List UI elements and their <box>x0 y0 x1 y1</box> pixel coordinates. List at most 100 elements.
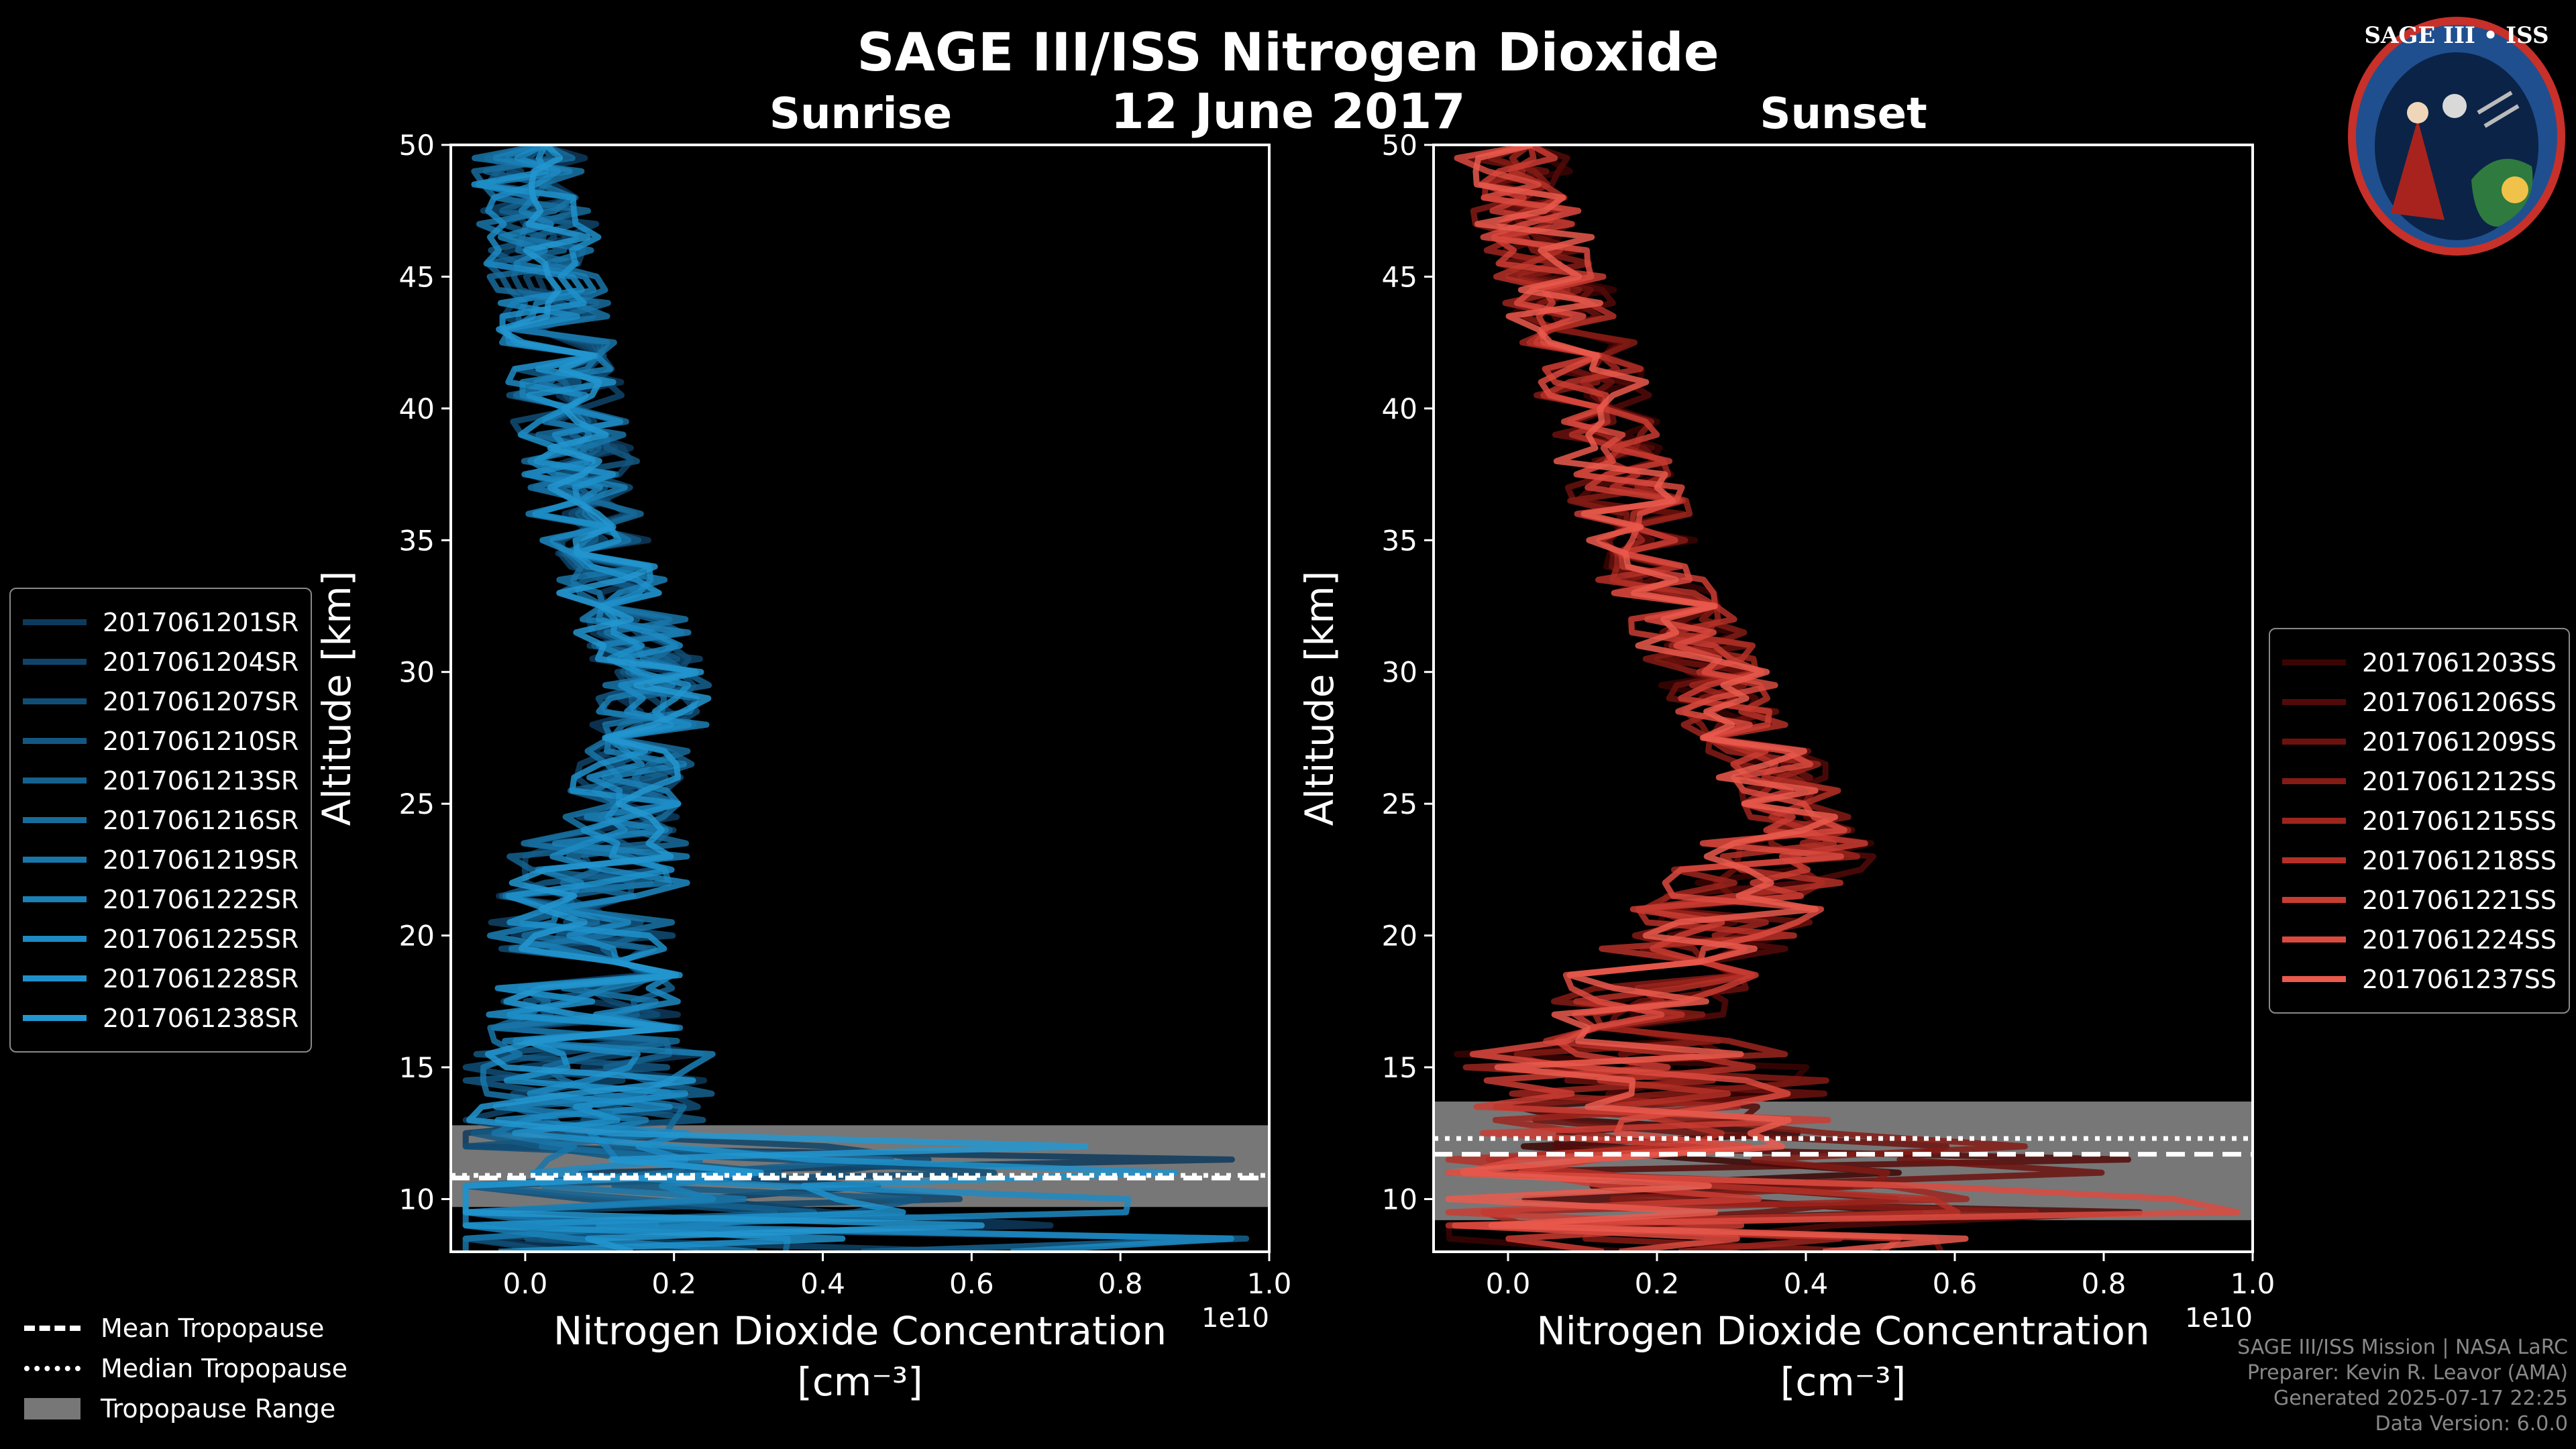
legend-label: 2017061224SS <box>2362 924 2557 955</box>
legend-label: 2017061225SR <box>103 924 299 954</box>
legend-item: 2017061204SR <box>23 642 299 682</box>
figure-date: 12 June 2017 <box>1110 83 1466 140</box>
series-line-2017061237SS <box>1445 145 1969 1252</box>
legend-swatch-icon <box>2282 857 2346 863</box>
x-tick-label: 0.8 <box>1098 1267 1143 1300</box>
range-swatch-icon <box>24 1398 80 1419</box>
footer-preparer: Preparer: Kevin R. Leavor (AMA) <box>2247 1361 2568 1385</box>
legend-swatch-icon <box>23 777 87 784</box>
legend-item: 2017061201SR <box>23 602 299 642</box>
x-tick-label: 0.6 <box>1933 1267 1978 1300</box>
y-tick-label: 30 <box>399 656 435 689</box>
y-tick-label: 35 <box>399 524 435 557</box>
legend-swatch-icon <box>2282 699 2346 705</box>
legend-label: 2017061207SR <box>103 686 299 716</box>
footer-credits: SAGE III/ISS Mission | NASA LaRC Prepare… <box>2237 1335 2568 1437</box>
legend-item: 2017061224SS <box>2282 920 2557 959</box>
y-axis-label: Altitude [km] <box>1297 571 1342 826</box>
x-tick-label: 1.0 <box>1247 1267 1292 1300</box>
legend-mean-tropopause: Mean Tropopause <box>24 1308 347 1348</box>
legend-item: 2017061210SR <box>23 721 299 761</box>
svg-text:SAGE III • ISS: SAGE III • ISS <box>2364 22 2548 49</box>
sunrise-legend: 2017061201SR 2017061204SR 2017061207SR 2017… <box>9 588 313 1053</box>
undefined-axes-frame <box>1432 144 2254 1253</box>
legend-label: 2017061203SS <box>2362 647 2557 678</box>
x-tick-label: 0.2 <box>651 1267 696 1300</box>
legend-swatch-icon <box>2282 936 2346 943</box>
y-tick-label: 50 <box>399 129 435 162</box>
legend-label: 2017061238SR <box>103 1003 299 1033</box>
legend-label: 2017061201SR <box>103 607 299 637</box>
x-axis-unit: [cm⁻³] <box>1780 1359 1907 1405</box>
x-tick-label: 0.0 <box>1486 1267 1531 1300</box>
y-tick-label: 15 <box>399 1051 435 1084</box>
x-tick-label: 0.0 <box>503 1267 548 1300</box>
y-axis-label: Altitude [km] <box>314 571 360 826</box>
x-tick-label: 0.4 <box>1784 1267 1829 1300</box>
y-tick-label: 40 <box>399 392 435 425</box>
series-line-2017061238SR <box>462 145 1089 1252</box>
legend-item: 2017061213SR <box>23 761 299 800</box>
legend-label: 2017061212SS <box>2362 766 2557 796</box>
x-tick-label: 0.2 <box>1635 1267 1680 1300</box>
legend-range-label: Tropopause Range <box>101 1394 336 1424</box>
undefined-plot: 0.0 0.2 0.4 0.6 0.8 1.0 10 15 20 25 30 35 40 45 50 1e10… <box>1297 129 2275 1405</box>
legend-swatch-icon <box>2282 976 2346 982</box>
y-tick-label: 45 <box>1382 260 1417 293</box>
y-tick-label: 45 <box>399 260 435 293</box>
legend-label: 2017061210SR <box>103 726 299 756</box>
y-tick-label: 40 <box>1382 392 1417 425</box>
legend-label: 2017061206SS <box>2362 687 2557 717</box>
legend-swatch-icon <box>2282 778 2346 784</box>
legend-swatch-icon <box>23 738 87 744</box>
legend-swatch-icon <box>23 975 87 981</box>
legend-swatch-icon <box>2282 659 2346 665</box>
legend-item: 2017061238SR <box>23 998 299 1038</box>
x-axis-unit: [cm⁻³] <box>797 1359 923 1405</box>
x-axis-label: Nitrogen Dioxide Concentration <box>553 1308 1167 1354</box>
legend-swatch-icon <box>2282 739 2346 745</box>
legend-swatch-icon <box>23 698 87 704</box>
legend-label: 2017061221SS <box>2362 885 2557 915</box>
x-tick-label: 0.6 <box>949 1267 994 1300</box>
legend-item: 2017061203SS <box>2282 643 2557 682</box>
sunset-legend: 2017061203SS 2017061206SS 2017061209SS 2017… <box>2269 628 2571 1014</box>
legend-item: 2017061221SS <box>2282 880 2557 920</box>
legend-item: 2017061215SS <box>2282 801 2557 841</box>
legend-label: 2017061213SR <box>103 765 299 796</box>
legend-mean-label: Mean Tropopause <box>101 1313 325 1343</box>
x-tick-label: 0.8 <box>2082 1267 2127 1300</box>
y-tick-label: 25 <box>399 788 435 820</box>
legend-median-tropopause: Median Tropopause <box>24 1348 347 1389</box>
legend-item: 2017061237SS <box>2282 959 2557 999</box>
legend-swatch-icon <box>23 619 87 625</box>
x-offset-text: 1e10 <box>1201 1303 1269 1334</box>
y-tick-label: 35 <box>1382 524 1417 557</box>
legend-tropopause-range: Tropopause Range <box>24 1389 347 1429</box>
y-tick-label: 15 <box>1382 1051 1417 1084</box>
legend-item: 2017061209SS <box>2282 722 2557 761</box>
legend-item: 2017061228SR <box>23 959 299 998</box>
legend-swatch-icon <box>23 857 87 863</box>
y-tick-label: 20 <box>399 920 435 953</box>
undefined-axes-frame <box>449 144 1271 1253</box>
dashed-line-icon <box>24 1326 80 1331</box>
legend-swatch-icon <box>23 1015 87 1021</box>
y-tick-label: 50 <box>1382 129 1417 162</box>
legend-item: 2017061207SR <box>23 682 299 721</box>
sunrise-panel-title: Sunrise <box>769 89 953 139</box>
legend-swatch-icon <box>2282 818 2346 824</box>
legend-item: 2017061206SS <box>2282 682 2557 722</box>
y-tick-label: 25 <box>1382 788 1417 820</box>
dotted-line-icon <box>24 1366 80 1371</box>
legend-item: 2017061222SR <box>23 879 299 919</box>
legend-label: 2017061215SS <box>2362 806 2557 836</box>
legend-label: 2017061216SR <box>103 805 299 835</box>
legend-swatch-icon <box>2282 897 2346 903</box>
legend-label: 2017061209SS <box>2362 727 2557 757</box>
y-tick-label: 30 <box>1382 656 1417 689</box>
x-axis-label: Nitrogen Dioxide Concentration <box>1536 1308 2149 1354</box>
sage-mission-badge-icon: SAGE III • ISS <box>2348 17 2565 256</box>
x-offset-text: 1e10 <box>2185 1303 2253 1334</box>
